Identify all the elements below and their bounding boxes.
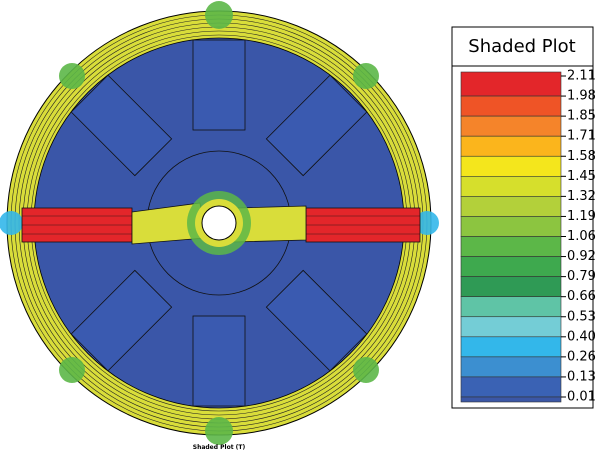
legend-label: 0.01 xyxy=(567,390,596,405)
legend-band xyxy=(461,196,561,216)
caption: Shaded Plot (T) xyxy=(193,444,246,451)
legend-band xyxy=(461,237,561,257)
legend-band xyxy=(461,72,561,96)
screen: Shaded Plot (T) Shaded Plot 2.11 1.98 1.85… xyxy=(0,0,596,455)
legend-band xyxy=(461,397,561,402)
legend-band xyxy=(461,176,561,196)
legend-band xyxy=(461,357,561,377)
motor-plot: Shaded Plot (T) xyxy=(0,1,439,451)
legend-label: 1.85 xyxy=(567,109,596,124)
legend-band xyxy=(461,116,561,136)
legend-label: 0.26 xyxy=(567,349,596,364)
legend-label: 2.11 xyxy=(567,69,596,84)
legend-title: Shaded Plot xyxy=(468,36,575,57)
legend-label: 1.32 xyxy=(567,189,596,204)
legend-label: 0.66 xyxy=(567,289,596,304)
legend-label: 0.13 xyxy=(567,369,596,384)
legend-band xyxy=(461,156,561,176)
legend: Shaded Plot 2.11 1.98 1.85 1.71 1.58 1.45 1.32… xyxy=(452,27,596,408)
legend-label: 1.06 xyxy=(567,229,596,244)
legend-label: 1.98 xyxy=(567,89,596,104)
legend-band xyxy=(461,377,561,397)
legend-label: 0.40 xyxy=(567,329,596,344)
legend-band xyxy=(461,277,561,297)
legend-band xyxy=(461,96,561,116)
legend-label: 1.19 xyxy=(567,209,596,224)
legend-band xyxy=(461,337,561,357)
legend-label: 1.58 xyxy=(567,149,596,164)
legend-label: 0.79 xyxy=(567,269,596,284)
legend-label: 1.45 xyxy=(567,169,596,184)
legend-label: 1.71 xyxy=(567,129,596,144)
legend-band xyxy=(461,216,561,236)
legend-band xyxy=(461,297,561,317)
legend-band xyxy=(461,136,561,156)
legend-band xyxy=(461,317,561,337)
legend-label: 0.92 xyxy=(567,249,596,264)
legend-band xyxy=(461,257,561,277)
legend-label: 0.53 xyxy=(567,309,596,324)
